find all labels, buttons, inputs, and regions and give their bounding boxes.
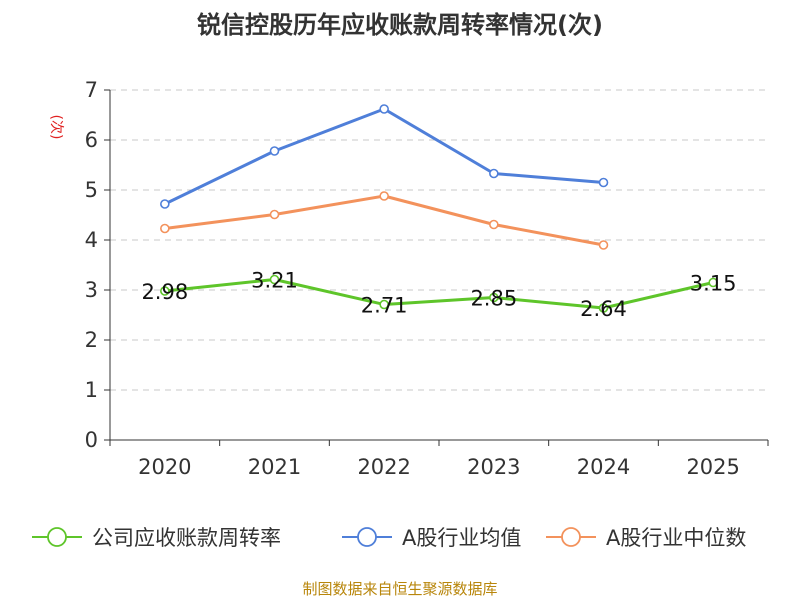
- x-tick-label: 2020: [138, 455, 191, 479]
- grid: [110, 89, 768, 391]
- y-tick-label: 0: [85, 428, 98, 452]
- data-point[interactable]: [489, 219, 499, 230]
- legend-label: 公司应收账款周转率: [92, 526, 281, 550]
- series-line-2: [164, 194, 604, 247]
- data-point[interactable]: [489, 292, 499, 303]
- data-point[interactable]: [708, 277, 718, 288]
- data-label: 2.98: [141, 280, 188, 304]
- data-labels: 2.98 3.21 2.71 2.85 2.64 3.15: [141, 269, 736, 322]
- legend-item-1[interactable]: A股行业均值: [342, 526, 521, 550]
- data-label: 2.71: [361, 294, 408, 318]
- data-point[interactable]: [160, 286, 170, 296]
- y-tick-label: 1: [85, 378, 98, 402]
- x-tick-label: 2021: [248, 455, 301, 479]
- data-point[interactable]: [598, 177, 609, 188]
- data-point[interactable]: [598, 303, 609, 313]
- legend-item-2[interactable]: A股行业中位数: [546, 526, 746, 550]
- data-point[interactable]: [269, 209, 280, 220]
- data-label: 2.85: [470, 287, 517, 311]
- legend-label: A股行业中位数: [606, 526, 746, 550]
- axes: 0 1 2 3 4 5 6 7 2020 2021 2022 2023 2024 2025: [85, 78, 769, 479]
- series: [160, 104, 718, 313]
- legend-marker: [47, 527, 67, 547]
- data-label: 2.64: [580, 297, 627, 321]
- y-axis-label: (次): [48, 115, 64, 140]
- y-tick-label: 4: [85, 228, 98, 252]
- chart-title: 锐信控股历年应收账款周转率情况(次): [197, 11, 603, 39]
- x-tick-label: 2024: [577, 455, 630, 479]
- legend-marker: [357, 527, 377, 547]
- data-label: 3.15: [690, 272, 737, 296]
- x-tick-label: 2023: [467, 455, 520, 479]
- data-point[interactable]: [379, 104, 389, 114]
- data-point[interactable]: [160, 199, 170, 209]
- x-tick-label: 2022: [357, 455, 410, 479]
- x-tick-label: 2025: [686, 455, 739, 479]
- y-tick-label: 7: [85, 78, 98, 102]
- y-tick-label: 2: [85, 328, 98, 352]
- data-point[interactable]: [598, 240, 609, 250]
- legend[interactable]: 公司应收账款周转率 A股行业均值 A股行业中位数: [32, 526, 746, 550]
- data-point[interactable]: [269, 146, 280, 156]
- data-label: 3.21: [251, 269, 298, 293]
- series-line-1: [164, 107, 604, 206]
- data-point[interactable]: [489, 168, 499, 179]
- data-point[interactable]: [379, 299, 389, 310]
- legend-marker: [561, 527, 581, 547]
- legend-label: A股行业均值: [402, 526, 521, 550]
- source-note: 制图数据来自恒生聚源数据库: [302, 580, 497, 598]
- series-line-0: [164, 278, 714, 310]
- data-point[interactable]: [160, 223, 170, 234]
- y-tick-label: 5: [85, 178, 98, 202]
- y-tick-label: 6: [85, 128, 98, 152]
- y-tick-label: 3: [85, 278, 98, 302]
- legend-item-0[interactable]: 公司应收账款周转率: [32, 526, 281, 550]
- data-point[interactable]: [379, 191, 389, 201]
- data-point[interactable]: [269, 274, 280, 285]
